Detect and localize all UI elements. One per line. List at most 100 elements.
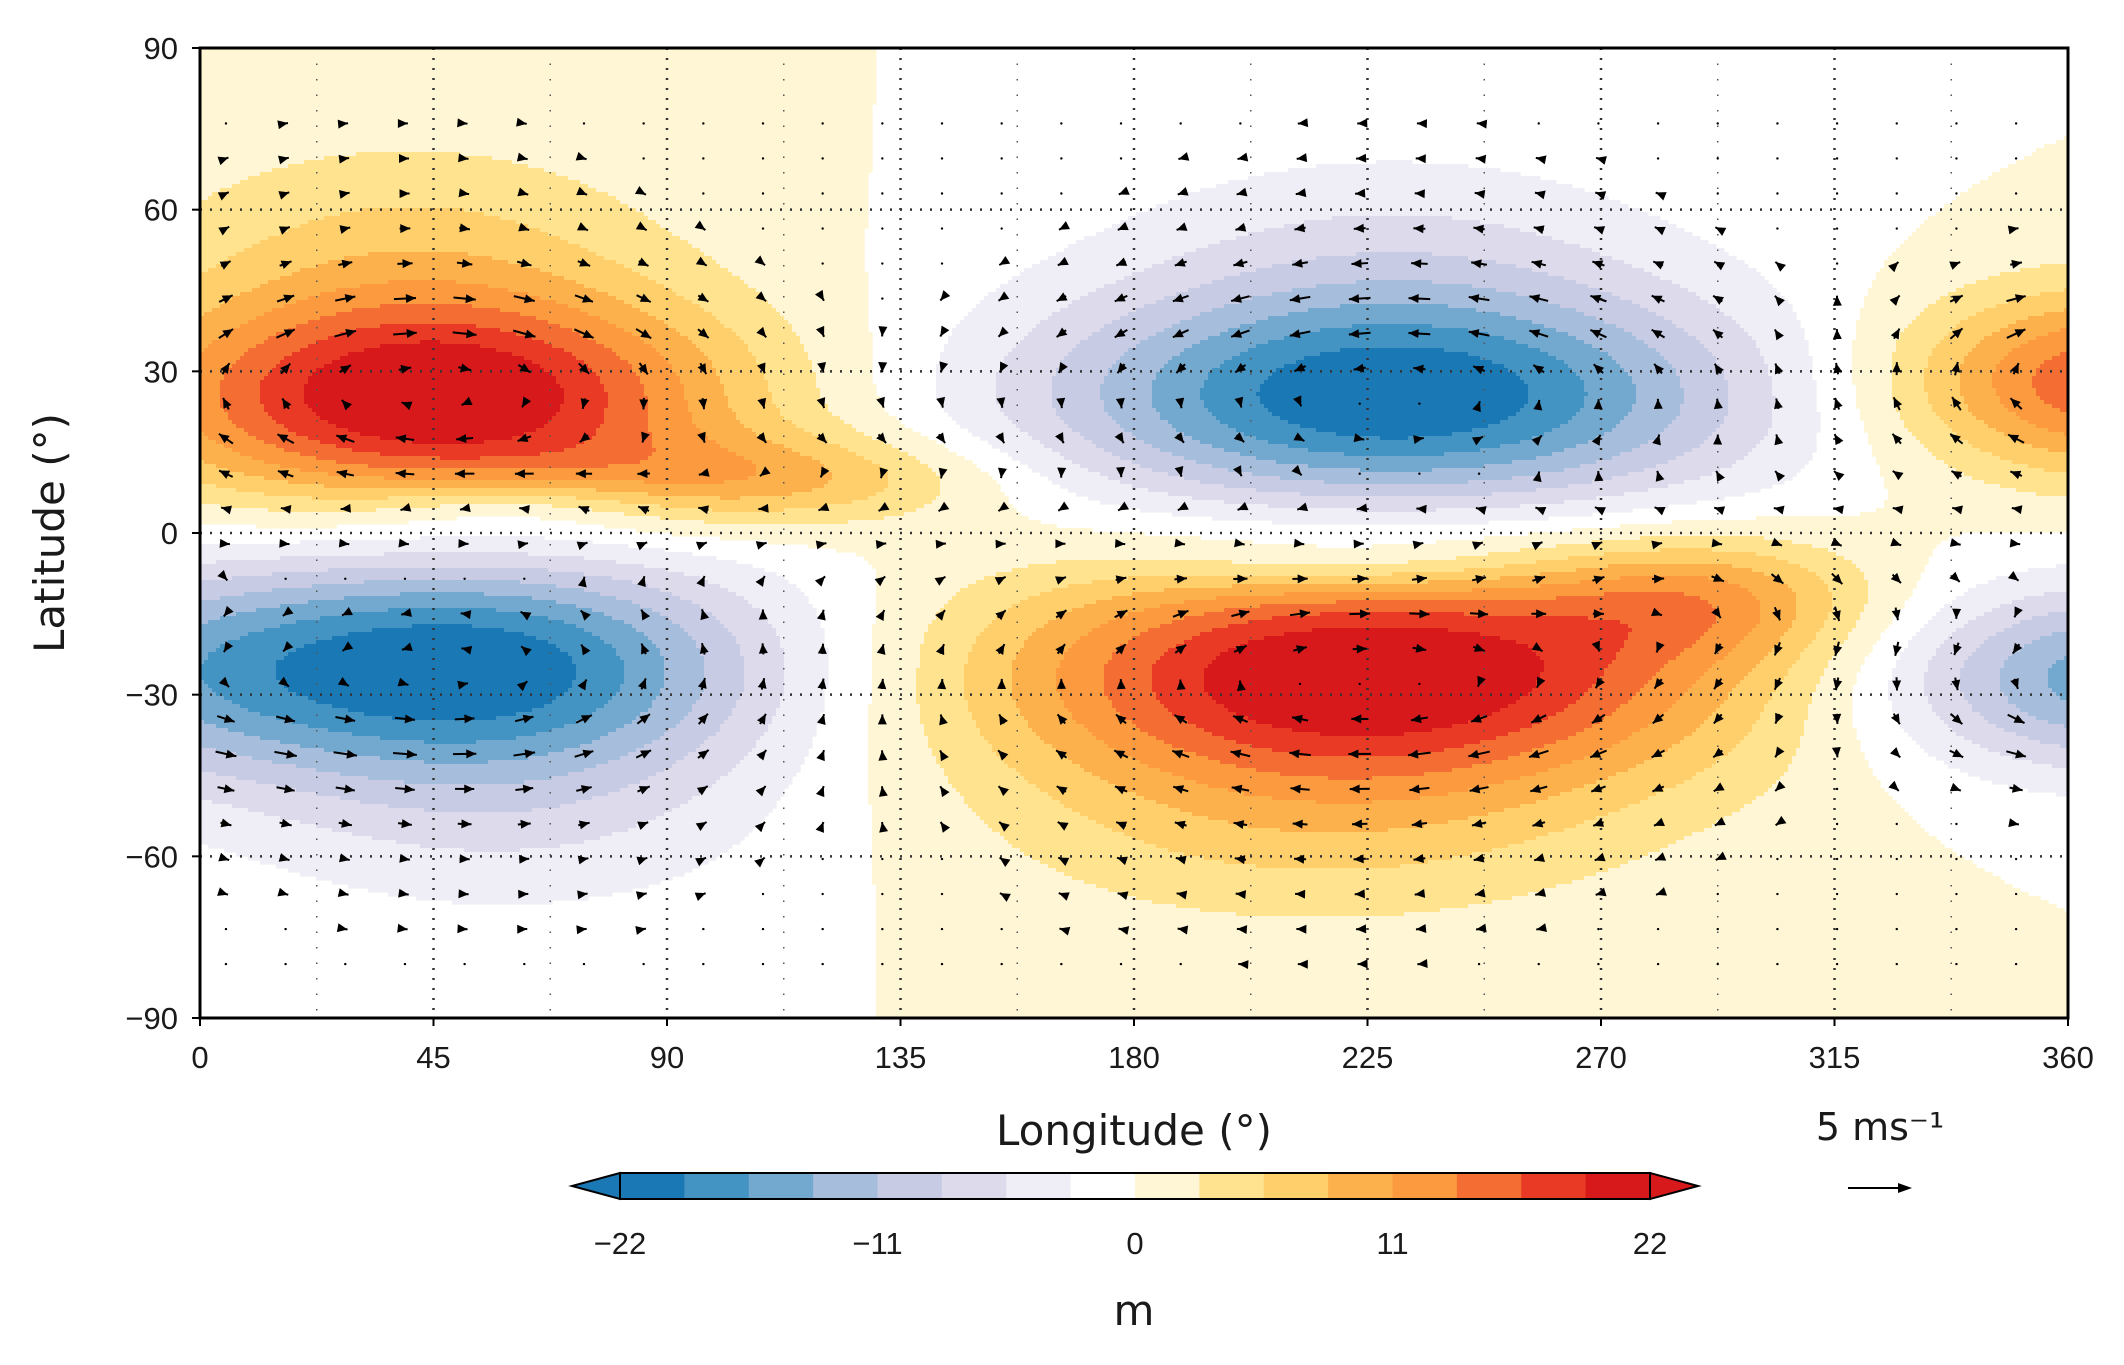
contour-cell <box>200 828 333 833</box>
contour-cell <box>1308 308 1477 313</box>
contour-cell <box>1104 400 1153 405</box>
contour-cell <box>200 224 301 229</box>
contour-cell <box>200 156 325 161</box>
contour-cell <box>1776 684 1817 689</box>
contour-cell <box>872 844 1013 849</box>
contour-cell <box>1048 256 1173 261</box>
wind-vector <box>224 122 228 125</box>
contour-cell <box>2056 660 2068 665</box>
contour-cell <box>1060 660 1109 665</box>
wind-vector <box>276 784 295 794</box>
contour-cell <box>1772 380 1817 385</box>
wind-vector <box>1057 362 1068 374</box>
contour-cell <box>200 160 305 165</box>
contour-cell <box>336 312 521 317</box>
contour-cell <box>456 280 577 285</box>
contour-cell <box>872 840 1009 845</box>
wind-vector <box>1349 784 1370 794</box>
contour-cell <box>1524 840 1677 845</box>
wind-vector <box>335 294 356 303</box>
contour-cell <box>1760 620 1793 625</box>
contour-cell <box>748 284 869 289</box>
contour-cell <box>1176 292 1273 297</box>
contour-cell <box>1928 448 1981 453</box>
contour-cell <box>200 672 277 677</box>
contour-cell <box>1752 568 1809 573</box>
contour-cell <box>200 784 277 789</box>
contour-cell <box>1052 744 1109 749</box>
contour-cell <box>2008 656 2065 661</box>
wind-vector <box>1532 471 1542 483</box>
contour-cell <box>232 420 277 425</box>
contour-cell <box>1292 260 1497 265</box>
contour-cell <box>632 580 709 585</box>
contour-cell <box>1468 720 1541 725</box>
contour-cell <box>1868 584 1917 589</box>
contour-cell <box>876 584 969 589</box>
contour-cell <box>1680 652 1729 657</box>
contour-cell <box>1168 804 1521 809</box>
contour-cell <box>736 592 805 597</box>
contour-cell <box>1704 768 1789 773</box>
contour-cell <box>556 380 601 385</box>
contour-cell <box>316 700 553 705</box>
contour-cell <box>1000 408 1057 413</box>
contour-cell <box>1268 340 1517 345</box>
contour-cell <box>1260 388 1529 393</box>
wind-vector <box>2014 927 2018 931</box>
contour-cell <box>1848 636 1881 641</box>
contour-cell <box>1564 448 1633 453</box>
contour-cell <box>412 624 473 629</box>
contour-cell <box>1052 588 1165 593</box>
contour-cell <box>644 744 701 749</box>
contour-cell <box>1928 400 1965 405</box>
contour-cell <box>1060 416 1113 421</box>
contour-cell <box>1960 768 2068 773</box>
wind-vector <box>935 643 945 656</box>
contour-cell <box>1648 680 1697 685</box>
contour-cell <box>1056 684 1105 689</box>
contour-cell <box>1268 440 1521 445</box>
contour-cell <box>1620 864 1977 869</box>
contour-cell <box>220 304 285 309</box>
contour-cell <box>1764 436 1817 441</box>
contour-cell <box>1580 464 1657 469</box>
wind-vector <box>936 396 946 408</box>
wind-vector <box>1416 119 1428 129</box>
wind-vector <box>1171 749 1190 759</box>
contour-cell <box>1228 180 1557 185</box>
contour-cell <box>876 916 2068 921</box>
contour-cell <box>872 684 917 689</box>
contour-cell <box>312 372 553 377</box>
contour-cell <box>1548 832 1693 837</box>
contour-cell <box>200 656 209 661</box>
contour-cell <box>872 804 969 809</box>
contour-cell <box>1960 388 1997 393</box>
contour-cell <box>1620 808 1741 813</box>
contour-cell <box>1928 664 1965 669</box>
contour-cell <box>200 840 397 845</box>
contour-cell <box>1800 656 1833 661</box>
wind-vector <box>821 192 824 195</box>
contour-cell <box>1828 548 1933 553</box>
contour-cell <box>1300 492 1493 497</box>
contour-cell <box>1700 444 1757 449</box>
contour-cell <box>200 792 317 797</box>
contour-cell <box>632 332 681 337</box>
contour-cell <box>276 672 577 677</box>
wind-vector <box>518 222 530 232</box>
contour-cell <box>1960 372 1993 377</box>
contour-cell <box>1280 416 1509 421</box>
contour-cell <box>656 280 745 285</box>
contour-cell <box>1012 692 1061 697</box>
wind-vector <box>1471 541 1484 551</box>
wind-vector <box>1233 820 1248 829</box>
contour-cell <box>2048 672 2068 677</box>
contour-cell <box>1952 428 1997 433</box>
contour-cell <box>1960 684 2001 689</box>
plot-area <box>198 46 2070 1020</box>
contour-cell <box>252 456 317 461</box>
contour-cell <box>996 380 1053 385</box>
contour-cell <box>1892 352 1933 357</box>
contour-cell <box>1060 800 1157 805</box>
